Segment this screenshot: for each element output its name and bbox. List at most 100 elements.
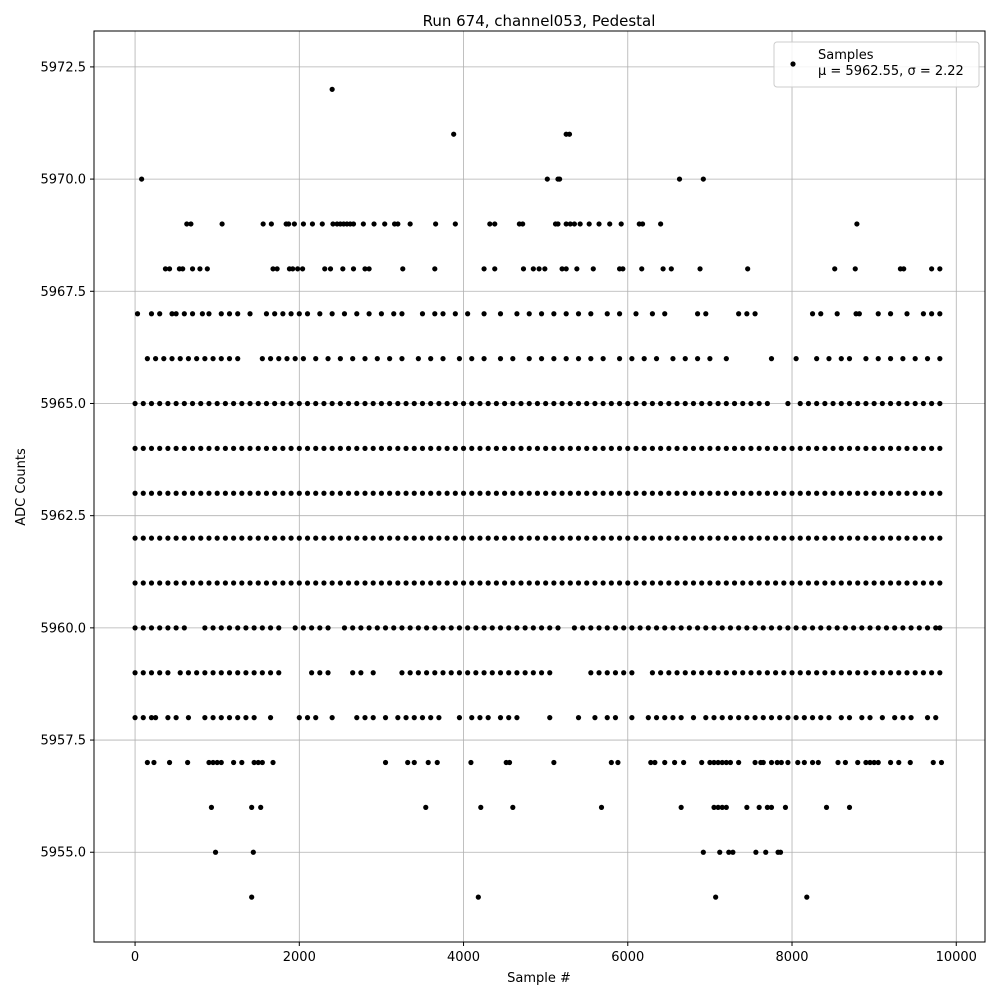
data-point: [832, 266, 838, 272]
data-point: [933, 625, 939, 631]
data-point: [337, 356, 343, 362]
data-point: [777, 849, 784, 855]
data-point: [900, 625, 906, 631]
data-point: [354, 490, 360, 496]
data-point: [756, 445, 762, 451]
data-point: [887, 535, 894, 541]
data-point: [781, 535, 787, 541]
data-point: [468, 759, 474, 766]
data-point: [444, 400, 450, 407]
data-point: [690, 715, 697, 721]
data-point: [231, 445, 237, 451]
data-point: [879, 580, 885, 586]
data-point: [247, 490, 253, 496]
data-point: [937, 625, 943, 631]
data-point: [501, 580, 508, 586]
data-point: [272, 400, 278, 407]
data-point: [797, 400, 803, 407]
data-point: [165, 535, 171, 541]
y-tick-label: 5960.0: [41, 621, 87, 636]
data-point: [506, 715, 512, 721]
data-point: [543, 490, 549, 496]
data-point: [904, 400, 910, 407]
data-point: [557, 176, 563, 182]
data-point: [206, 580, 212, 586]
data-point: [723, 535, 729, 541]
data-point: [440, 670, 446, 676]
data-point: [202, 625, 208, 631]
data-point: [567, 445, 573, 451]
data-point: [255, 759, 261, 766]
data-point: [510, 445, 516, 451]
data-point: [249, 804, 255, 810]
data-point: [892, 715, 898, 721]
data-point: [625, 400, 631, 407]
data-point: [592, 535, 598, 541]
data-point: [756, 580, 762, 586]
data-point: [436, 580, 442, 586]
data-point: [756, 804, 762, 810]
data-point: [317, 670, 323, 676]
data-point: [567, 221, 573, 227]
data-point: [612, 670, 619, 676]
data-point: [378, 445, 385, 451]
data-point: [485, 535, 491, 541]
data-point: [600, 445, 606, 451]
data-point: [863, 356, 869, 362]
data-point: [538, 670, 545, 676]
data-point: [481, 311, 487, 317]
data-point: [492, 266, 498, 272]
data-point: [660, 266, 666, 272]
data-point: [707, 535, 713, 541]
data-point: [313, 445, 319, 451]
data-point: [456, 625, 463, 631]
data-point: [299, 266, 306, 272]
data-point: [526, 311, 532, 317]
data-point: [235, 715, 241, 721]
data-point: [514, 625, 520, 631]
data-point: [652, 759, 658, 766]
data-point: [313, 715, 319, 721]
data-point: [181, 400, 187, 407]
data-point: [358, 670, 364, 676]
data-point: [436, 400, 442, 407]
data-point: [801, 759, 807, 766]
data-point: [699, 490, 705, 496]
data-point: [451, 131, 457, 137]
data-point: [465, 625, 471, 631]
data-point: [222, 445, 228, 451]
data-point: [460, 445, 467, 451]
data-point: [493, 580, 499, 586]
data-point: [937, 445, 943, 451]
data-point: [830, 400, 836, 407]
data-point: [641, 535, 647, 541]
data-point: [563, 266, 569, 272]
data-point: [497, 715, 504, 721]
data-point: [354, 535, 360, 541]
data-point: [815, 759, 821, 766]
data-point: [255, 580, 261, 586]
data-point: [588, 311, 594, 317]
data-point: [596, 221, 602, 227]
data-point: [707, 490, 713, 496]
data-point: [777, 715, 783, 721]
data-point: [756, 670, 762, 676]
data-point: [559, 535, 565, 541]
data-point: [625, 580, 631, 586]
y-axis-ticks: 5955.0 5957.5 5960.0 5962.5 5965.0 5967.5 5970…: [41, 60, 94, 861]
data-point: [411, 580, 417, 586]
data-point: [387, 490, 393, 496]
data-point: [887, 311, 894, 317]
data-point: [329, 535, 335, 541]
data-point: [309, 670, 315, 676]
data-point: [887, 670, 894, 676]
data-point: [648, 759, 654, 766]
data-point: [929, 535, 935, 541]
data-point: [198, 535, 204, 541]
data-point: [608, 445, 614, 451]
data-point: [871, 580, 877, 586]
data-point: [321, 445, 327, 451]
data-point: [740, 490, 746, 496]
data-point: [411, 535, 417, 541]
legend: Samples μ = 5962.55, σ = 2.22: [773, 41, 980, 88]
